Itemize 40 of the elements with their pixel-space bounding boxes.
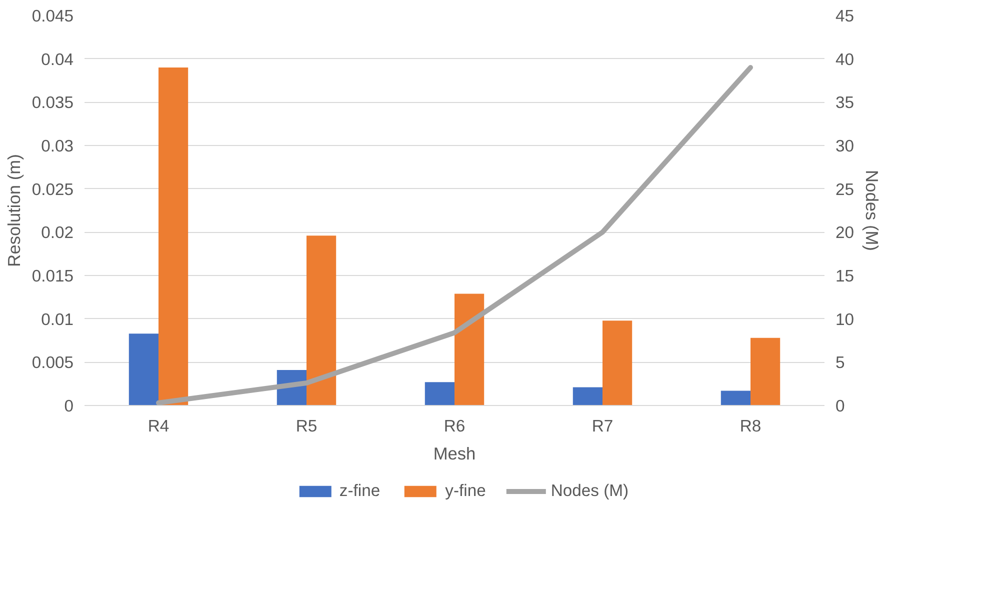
y-tick-label: 0.02	[41, 223, 74, 242]
y-tick-label: 0.035	[32, 93, 74, 112]
bar	[128, 334, 158, 406]
y-tick-label: 0.025	[32, 180, 74, 199]
bar	[158, 68, 188, 406]
y2-tick-label: 5	[836, 353, 845, 372]
x-axis-title: Mesh	[433, 444, 476, 464]
x-tick-label: R6	[444, 416, 466, 436]
x-tick-label: R4	[148, 416, 170, 436]
legend-label: y-fine	[445, 481, 486, 501]
bar	[602, 320, 632, 406]
y2-tick-label: 35	[836, 93, 854, 112]
x-tick-label: R7	[592, 416, 614, 436]
y2-axis-title: Nodes (M)	[862, 170, 882, 251]
y-tick-label: 0.01	[41, 310, 74, 329]
y-axis-title: Resolution (m)	[4, 154, 24, 267]
bar	[454, 294, 484, 406]
bar	[424, 382, 454, 406]
y-tick-label: 0	[64, 396, 74, 416]
y2-tick-label: 0	[836, 396, 845, 416]
y-tick-label: 0.03	[41, 136, 74, 156]
y2-tick-label: 40	[836, 50, 854, 69]
x-tick-label: R5	[296, 416, 318, 436]
bar	[306, 236, 336, 406]
y-tick-label: 0.045	[32, 6, 74, 26]
legend-label: z-fine	[339, 481, 380, 501]
y2-tick-label: 45	[836, 6, 854, 26]
legend-label: Nodes (M)	[550, 481, 629, 501]
y2-tick-label: 10	[836, 310, 854, 329]
y-tick-label: 0.005	[32, 353, 74, 372]
x-tick-label: R8	[740, 416, 762, 436]
bar	[750, 338, 780, 406]
y2-tick-label: 25	[836, 180, 854, 199]
y-tick-label: 0.04	[41, 50, 74, 69]
y2-tick-label: 20	[836, 223, 854, 242]
bar	[572, 387, 602, 406]
y-tick-label: 0.015	[32, 266, 74, 286]
y2-tick-label: 15	[836, 266, 854, 286]
bar	[720, 390, 750, 406]
y2-tick-label: 30	[836, 136, 854, 156]
